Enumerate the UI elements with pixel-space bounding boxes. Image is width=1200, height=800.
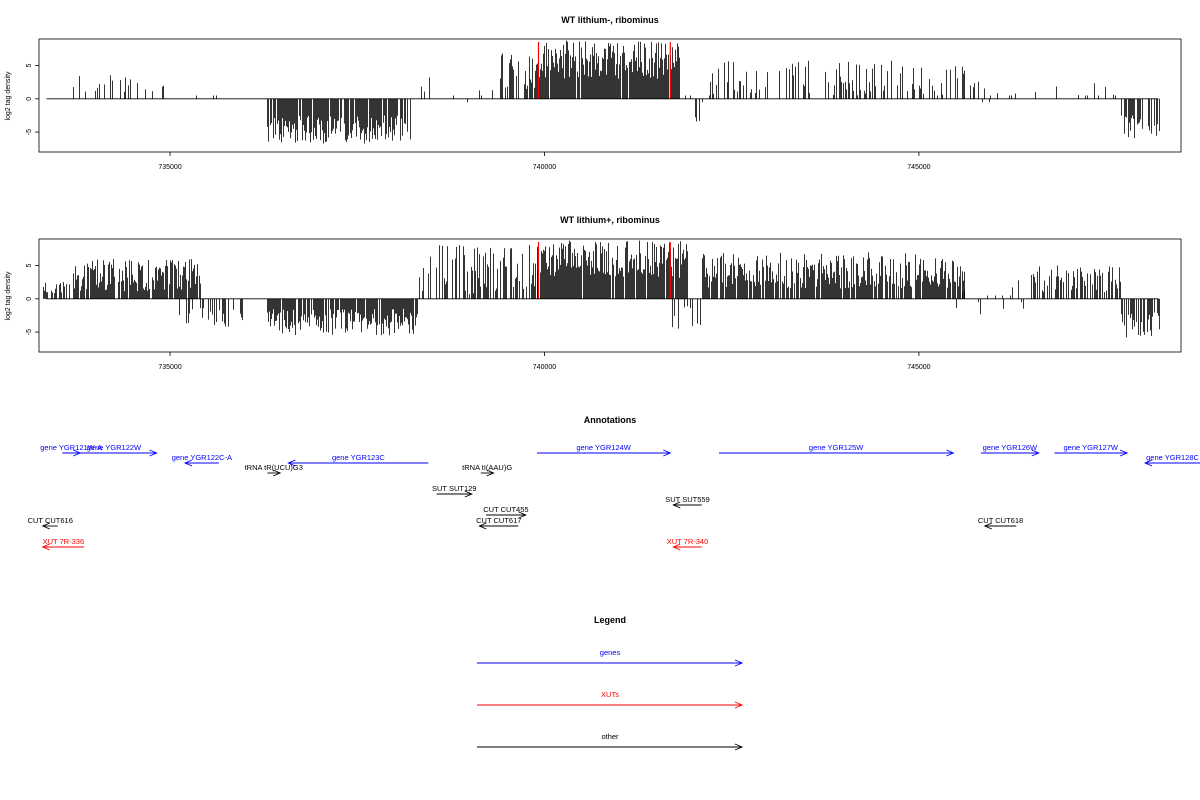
x-tick-label: 745000	[907, 364, 930, 371]
feature-label: CUT CUT617	[476, 516, 521, 525]
arrow-head	[946, 449, 955, 457]
annotation-feature: tRNA tI(AAU)G	[462, 463, 512, 477]
legend-label: genes	[600, 648, 621, 657]
annotation-feature: XUT 7R-336	[41, 537, 85, 551]
x-tick-label: 735000	[158, 164, 181, 171]
feature-label: gene YGR123C	[332, 453, 385, 462]
legend-title: Legend	[594, 615, 626, 625]
annotation-feature: gene YGR122C-A	[172, 453, 232, 467]
legend-entry: other	[477, 732, 744, 751]
track-panel-lithium-plus: WT lithium+, ribominus log2 tag density …	[5, 215, 1182, 371]
arrow-head	[183, 459, 193, 467]
arrow-head	[1143, 459, 1153, 467]
legend-entry: XUTs	[477, 690, 744, 709]
track-panel-lithium-minus: WT lithium-, ribominus log2 tag density …	[5, 15, 1182, 171]
x-tick-label: 745000	[907, 164, 930, 171]
annotation-feature: gene YGR123C	[287, 453, 429, 467]
arrow-head	[272, 469, 282, 477]
plot-frame	[38, 38, 1182, 153]
feature-label: CUT CUT616	[28, 516, 73, 525]
marker-lines	[537, 42, 671, 99]
annotation-feature: tRNA tR(UCU)G3	[245, 463, 303, 477]
plot-frame	[38, 238, 1182, 353]
x-tick-label: 740000	[533, 364, 556, 371]
arrow-head	[149, 449, 158, 457]
feature-label: gene YGR128C	[1146, 453, 1199, 462]
annotations-title: Annotations	[584, 415, 637, 425]
arrow-head	[734, 743, 744, 751]
density-bars	[43, 240, 1160, 338]
annotation-feature: gene YGR128C	[1143, 453, 1200, 467]
arrow-head	[41, 543, 50, 551]
panel-title: WT lithium-, ribominus	[561, 15, 659, 25]
y-axis: -5 0 5	[26, 264, 39, 335]
feature-label: CUT CUT455	[483, 505, 528, 514]
feature-label: SUT SUT129	[432, 484, 476, 493]
x-axis: 735000 740000 745000	[158, 352, 931, 371]
arrow-head	[672, 543, 681, 551]
feature-label: gene YGR127W	[1064, 443, 1119, 452]
annotation-feature: SUT SUT559	[665, 495, 710, 509]
y-axis: -5 0 5	[26, 64, 39, 135]
feature-label: gene YGR122C-A	[172, 453, 232, 462]
y-tick-label: -5	[26, 329, 33, 335]
legend-label: XUTs	[601, 690, 619, 699]
annotation-feature: gene YGR127W	[1054, 443, 1129, 457]
arrow-head	[1031, 449, 1040, 457]
feature-label: gene YGR125W	[809, 443, 864, 452]
y-tick-label: -5	[26, 129, 33, 135]
legend-entries: genes XUTs other	[477, 648, 744, 751]
feature-label: gene YGR122W	[87, 443, 142, 452]
arrow-head	[1119, 449, 1129, 457]
arrow-head	[663, 449, 672, 457]
arrow-head	[486, 469, 495, 477]
marker-lines	[537, 242, 671, 299]
legend-entry: genes	[477, 648, 744, 667]
annotation-feature: CUT CUT618	[978, 516, 1023, 530]
feature-label: gene YGR126W	[983, 443, 1038, 452]
panel-title: WT lithium+, ribominus	[560, 215, 660, 225]
y-tick-label: 5	[26, 264, 33, 268]
annotation-feature: gene YGR125W	[718, 443, 955, 457]
x-tick-label: 735000	[158, 364, 181, 371]
feature-label: gene YGR124W	[576, 443, 631, 452]
arrow-head	[478, 522, 487, 530]
arrow-head	[287, 459, 296, 467]
feature-label: tRNA tI(AAU)G	[462, 463, 512, 472]
feature-label: CUT CUT618	[978, 516, 1023, 525]
legend-label: other	[601, 732, 619, 741]
feature-label: gene YGR121W-A	[40, 443, 102, 452]
annotation-feature: CUT CUT455	[483, 505, 529, 519]
legend: Legend genes XUTs other	[477, 615, 744, 751]
annotation-feature: XUT 7R-340	[667, 537, 709, 551]
y-tick-label: 0	[26, 297, 33, 301]
arrow-head	[672, 501, 681, 509]
y-tick-label: 5	[26, 64, 33, 68]
annotation-feature: gene YGR126W	[981, 443, 1040, 457]
y-axis-label: log2 tag density	[5, 71, 12, 121]
x-tick-label: 740000	[533, 164, 556, 171]
x-axis: 735000 740000 745000	[158, 152, 931, 171]
feature-label: XUT 7R-340	[667, 537, 709, 546]
y-tick-label: 0	[26, 97, 33, 101]
annotation-feature: SUT SUT129	[432, 484, 476, 498]
arrow-head	[41, 522, 50, 530]
feature-label: SUT SUT559	[665, 495, 709, 504]
arrow-head	[734, 659, 744, 667]
annotation-feature: gene YGR122W	[71, 443, 158, 457]
annotation-feature: CUT CUT616	[28, 516, 73, 530]
arrow-head	[983, 522, 992, 530]
density-bars	[73, 40, 1160, 144]
feature-label: tRNA tR(UCU)G3	[245, 463, 303, 472]
annotation-feature: CUT CUT617	[476, 516, 521, 530]
arrow-head	[518, 511, 527, 519]
annotation-feature: gene YGR124W	[536, 443, 672, 457]
arrow-head	[734, 701, 744, 709]
feature-label: XUT 7R-336	[43, 537, 85, 546]
arrow-head	[464, 490, 473, 498]
y-axis-label: log2 tag density	[5, 271, 12, 321]
